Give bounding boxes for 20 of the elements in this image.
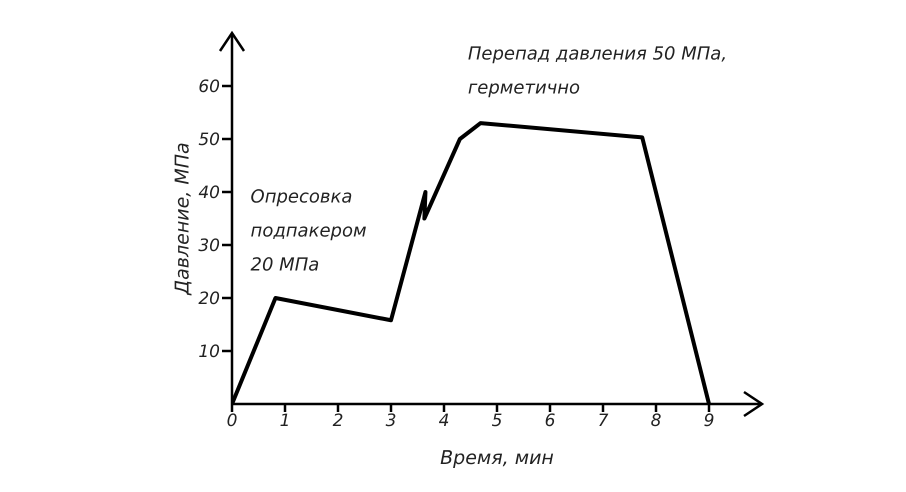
y-tick-label: 50: [198, 130, 220, 150]
y-tick-label: 40: [198, 183, 220, 204]
y-tick-label: 60: [198, 77, 220, 98]
y-axis-title: Давление, МПа: [172, 142, 194, 296]
y-tick-label: 20: [198, 289, 220, 310]
y-tick-label: 30: [198, 236, 220, 256]
annotation: Перепад давления 50 МПа, герметично: [468, 44, 728, 98]
x-tick-label: 0: [226, 411, 238, 432]
x-tick-label: 6: [544, 411, 556, 432]
y-tick-label: 10: [198, 342, 220, 362]
x-tick-label: 1: [280, 411, 290, 432]
x-tick-label: 3: [386, 411, 396, 432]
x-tick-label: 7: [598, 411, 609, 432]
x-tick-label: 5: [492, 411, 502, 432]
x-tick-label: 9: [704, 411, 714, 432]
x-tick-label: 4: [438, 411, 450, 432]
x-tick-label: 8: [650, 411, 662, 432]
x-axis-title: Время, мин: [440, 447, 554, 469]
annotation: Опресовка подпакером 20 МПа: [250, 186, 367, 276]
x-tick-label: 2: [332, 411, 344, 432]
